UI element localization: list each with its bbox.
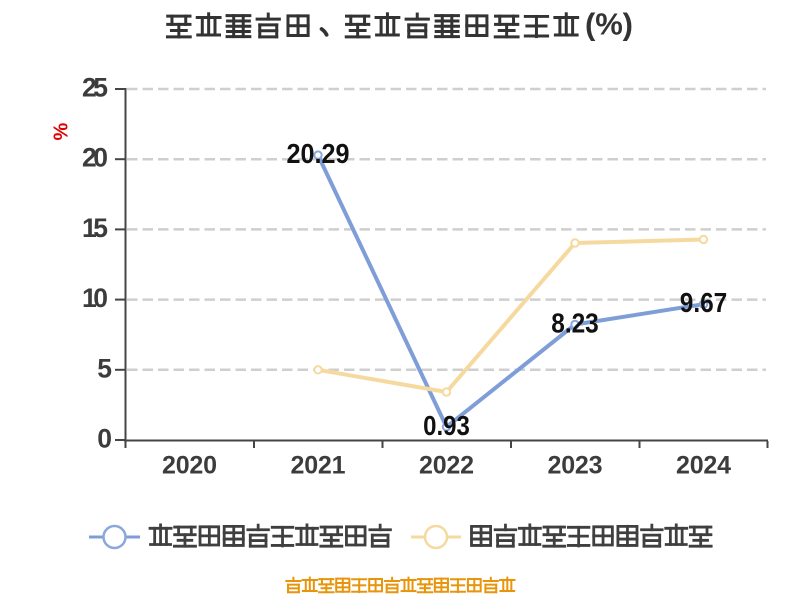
svg-text:25: 25 — [82, 73, 108, 103]
svg-text:2023: 2023 — [548, 452, 603, 480]
svg-text:%: % — [51, 122, 73, 140]
svg-text:5: 5 — [97, 353, 112, 383]
svg-text:20: 20 — [82, 143, 108, 173]
svg-text:8.23: 8.23 — [551, 308, 599, 339]
svg-text:0: 0 — [97, 424, 112, 454]
svg-text:2024: 2024 — [676, 452, 731, 480]
svg-text:2020: 2020 — [162, 452, 217, 480]
svg-text:15: 15 — [82, 213, 108, 243]
svg-text:2022: 2022 — [419, 452, 474, 480]
svg-text:20.29: 20.29 — [287, 138, 350, 169]
svg-text:0.93: 0.93 — [423, 410, 470, 441]
svg-text:2021: 2021 — [291, 452, 346, 480]
svg-text:9.67: 9.67 — [680, 287, 728, 318]
svg-text:(%): (%) — [585, 7, 633, 42]
svg-text:10: 10 — [82, 283, 108, 313]
